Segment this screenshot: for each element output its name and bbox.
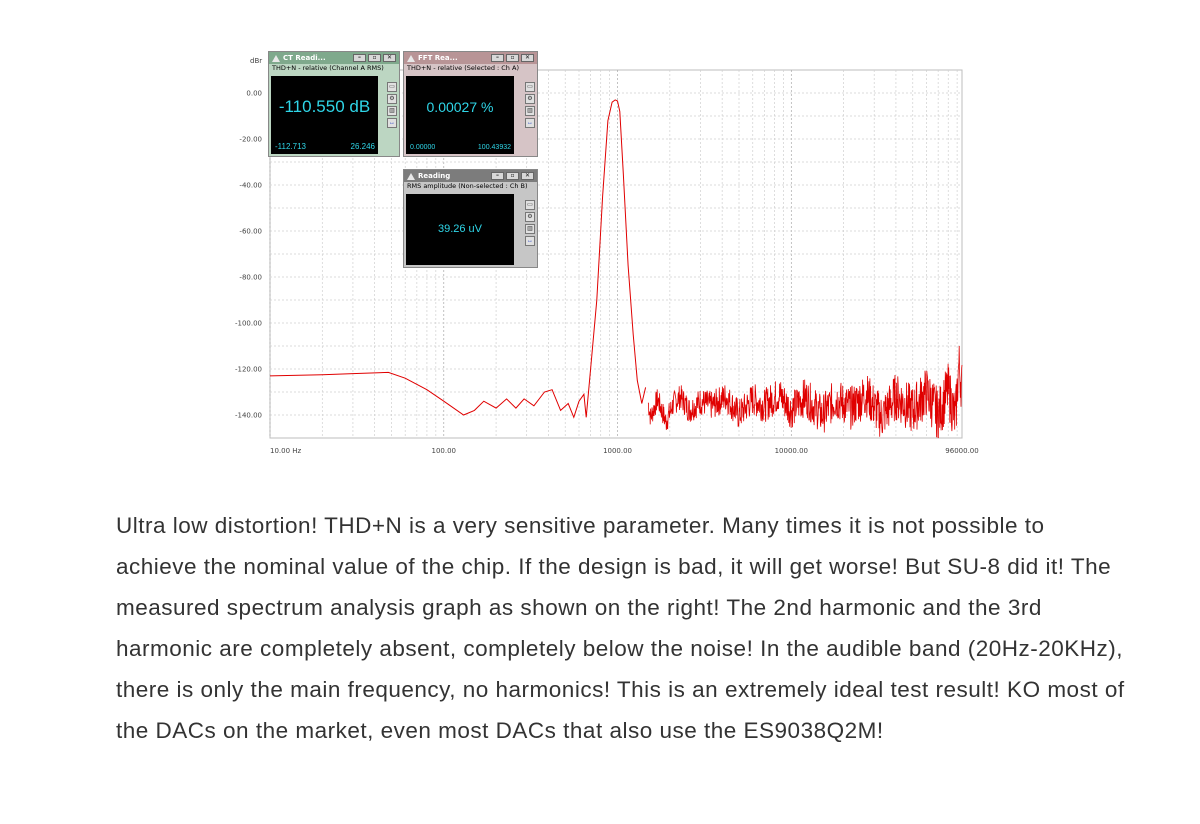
expand-arrows-icon[interactable]: ↔	[525, 236, 535, 246]
y-tick-label: -100.00	[235, 320, 262, 328]
measurement-label: RMS amplitude (Non-selected : Ch B)	[407, 182, 528, 190]
window-side-toolbar: ▭ ⚙ ▥ ↔	[525, 82, 535, 128]
window-title: FFT Rea...	[418, 54, 458, 62]
close-button[interactable]: ✕	[521, 172, 534, 180]
x-tick-label: 10000.00	[775, 447, 808, 455]
readout-max: 100.43932	[477, 144, 511, 151]
rms-amplitude-window[interactable]: Reading – ▫ ✕ RMS amplitude (Non-selecte…	[403, 169, 538, 268]
readout-max: 26.246	[350, 142, 375, 151]
y-axis-unit-label: dBr	[250, 57, 262, 65]
y-tick-label: -60.00	[239, 228, 262, 236]
settings-icon[interactable]: ⚙	[525, 94, 535, 104]
thd-readout-window-percent[interactable]: FFT Rea... – ▫ ✕ THD+N - relative (Selec…	[403, 51, 538, 157]
meter-icon[interactable]: ▭	[387, 82, 397, 92]
description-paragraph: Ultra low distortion! THD+N is a very se…	[116, 513, 1125, 743]
window-side-toolbar: ▭ ⚙ ▥ ↔	[525, 200, 535, 246]
readout-display: -110.550 dB -112.713 26.246	[271, 76, 378, 154]
meter-icon[interactable]: ▭	[525, 82, 535, 92]
y-tick-label: -20.00	[239, 136, 262, 144]
measurement-label: THD+N - relative (Channel A RMS)	[272, 64, 384, 72]
y-tick-label: -80.00	[239, 274, 262, 282]
minimize-button[interactable]: –	[491, 172, 504, 180]
x-axis-ticks: 10.00 Hz 100.00 1000.00 10000.00 96000.00	[270, 447, 979, 455]
readout-min: -112.713	[275, 142, 306, 151]
expand-arrows-icon[interactable]: ↔	[387, 118, 397, 128]
restore-button[interactable]: ▫	[506, 172, 519, 180]
readout-min: 0.00000	[410, 144, 436, 151]
window-title: CT Readi...	[283, 54, 326, 62]
window-titlebar[interactable]: FFT Rea... – ▫ ✕	[404, 52, 537, 64]
x-tick-label: 96000.00	[945, 447, 978, 455]
noise-floor-trace	[647, 345, 963, 439]
y-tick-label: -140.00	[235, 412, 262, 420]
y-tick-label: -120.00	[235, 366, 262, 374]
x-tick-label: 1000.00	[603, 447, 632, 455]
warning-icon	[272, 54, 280, 62]
window-title: Reading	[418, 172, 451, 180]
spectrum-trace	[269, 99, 647, 419]
readout-display: 0.00027 % 0.00000 100.43932	[406, 76, 514, 154]
close-button[interactable]: ✕	[383, 54, 396, 62]
expand-arrows-icon[interactable]: ↔	[525, 118, 535, 128]
restore-button[interactable]: ▫	[368, 54, 381, 62]
measurement-label: THD+N - relative (Selected : Ch A)	[407, 64, 519, 72]
y-tick-label: 0.00	[246, 90, 262, 98]
readout-value: -110.550 dB	[278, 97, 371, 116]
spectrum-chart: 0.00 -20.00 -40.00 -60.00 -80.00 -100.00 -120.…	[235, 57, 979, 455]
graph-icon[interactable]: ▥	[525, 224, 535, 234]
window-side-toolbar: ▭ ⚙ ▥ ↔	[387, 82, 397, 128]
restore-button[interactable]: ▫	[506, 54, 519, 62]
warning-icon	[407, 54, 415, 62]
y-axis-ticks: 0.00 -20.00 -40.00 -60.00 -80.00 -100.00 -120.…	[235, 90, 262, 420]
readout-value: 39.26 uV	[437, 223, 483, 235]
settings-icon[interactable]: ⚙	[387, 94, 397, 104]
minimize-button[interactable]: –	[353, 54, 366, 62]
warning-icon	[407, 172, 415, 180]
meter-icon[interactable]: ▭	[525, 200, 535, 210]
settings-icon[interactable]: ⚙	[525, 212, 535, 222]
readout-value: 0.00027 %	[426, 99, 494, 115]
window-titlebar[interactable]: Reading – ▫ ✕	[404, 170, 537, 182]
minimize-button[interactable]: –	[491, 54, 504, 62]
y-tick-label: -40.00	[239, 182, 262, 190]
thd-readout-window-db[interactable]: CT Readi... – ▫ ✕ THD+N - relative (Chan…	[268, 51, 400, 157]
close-button[interactable]: ✕	[521, 54, 534, 62]
readout-display: 39.26 uV	[406, 194, 514, 265]
graph-icon[interactable]: ▥	[387, 106, 397, 116]
x-tick-label: 100.00	[432, 447, 457, 455]
window-titlebar[interactable]: CT Readi... – ▫ ✕	[269, 52, 399, 64]
x-tick-label: 10.00 Hz	[270, 447, 302, 455]
graph-icon[interactable]: ▥	[525, 106, 535, 116]
